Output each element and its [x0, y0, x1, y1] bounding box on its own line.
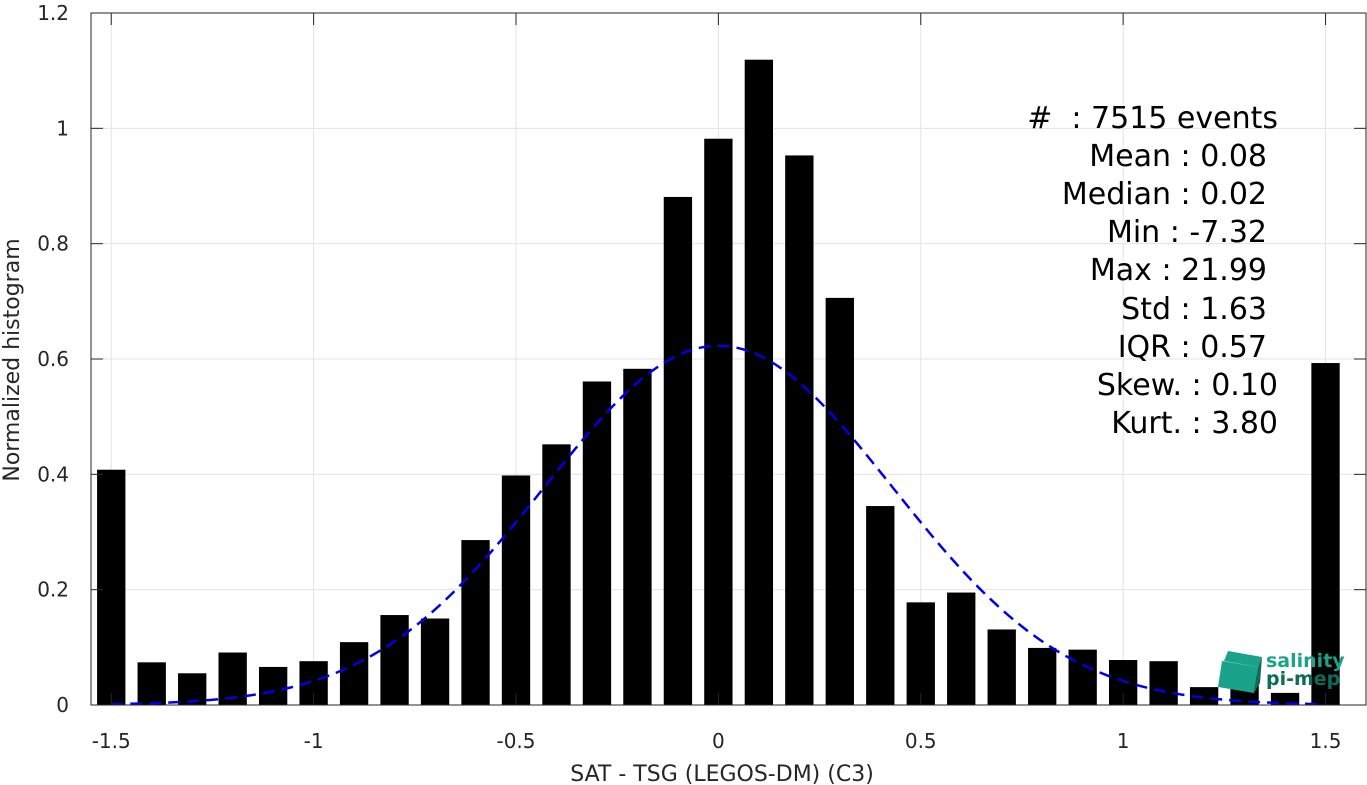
y-tick-label: 0 [56, 693, 69, 717]
histogram-bar [542, 444, 571, 705]
x-tick-label: -1.5 [92, 729, 131, 753]
stat-std: Std : 1.63 [1121, 292, 1267, 327]
stats-box: # : 7515 events Mean : 0.08 Median : 0.0… [1027, 101, 1278, 441]
x-tick-label: 1 [1117, 729, 1130, 753]
stat-median: Median : 0.02 [1062, 177, 1267, 212]
y-tick-label: 1 [56, 116, 69, 140]
histogram-bar [906, 602, 935, 705]
histogram-bar [258, 666, 288, 705]
histogram-bar [947, 592, 976, 705]
stat-max: Max : 21.99 [1090, 253, 1267, 288]
histogram-bar [420, 618, 450, 705]
y-axis-label: Normalized histogram [0, 238, 25, 481]
histogram-bar [704, 138, 733, 706]
bars-group [97, 59, 1340, 706]
x-tick-label: -1 [304, 729, 324, 753]
stat-events: # : 7515 events [1027, 101, 1278, 136]
histogram-bar [501, 475, 531, 705]
histogram-bar [137, 662, 166, 705]
x-tick-label: 0.5 [905, 729, 937, 753]
histogram-bar [1149, 661, 1178, 705]
y-tick-labels: 0 0.2 0.4 0.6 0.8 1 1.2 [37, 1, 69, 717]
histogram-bar [218, 652, 247, 705]
histogram-bar [825, 297, 854, 705]
histogram-bar [623, 368, 652, 705]
y-tick-label: 1.2 [37, 1, 69, 25]
y-tick-label: 0.8 [37, 232, 69, 256]
histogram-bar [97, 469, 126, 705]
gaussian-fit-curve [111, 344, 1326, 706]
histogram-bar [178, 673, 207, 705]
stat-min: Min : -7.32 [1107, 215, 1267, 250]
x-axis-label: SAT - TSG (LEGOS-DM) (C3) [570, 762, 874, 785]
logo-text-line1: salinity [1266, 650, 1345, 672]
histogram-bar [987, 629, 1016, 705]
histogram-bar [1311, 363, 1340, 705]
y-tick-label: 0.6 [37, 347, 69, 371]
histogram-bar [785, 155, 814, 706]
stat-iqr: IQR : 0.57 [1118, 330, 1267, 365]
x-tick-labels: -1.5 -1 -0.5 0 0.5 1 1.5 [92, 729, 1342, 753]
y-tick-label: 0.2 [37, 578, 69, 602]
logo-text-line2: pi-mep [1266, 668, 1340, 690]
x-tick-label: 1.5 [1310, 729, 1342, 753]
x-tick-label: -0.5 [496, 729, 535, 753]
logo-cube-icon [1218, 651, 1262, 693]
axes-frame [90, 12, 1367, 706]
histogram-bar [1189, 687, 1219, 705]
stat-mean: Mean : 0.08 [1089, 139, 1267, 174]
histogram-bar [744, 59, 774, 705]
y-tick-label: 0.4 [37, 462, 69, 486]
histogram-bar [461, 540, 490, 705]
stat-kurt: Kurt. : 3.80 [1111, 406, 1278, 441]
salinity-pimep-logo: salinity pi-mep [1218, 650, 1345, 693]
histogram-bar [1028, 647, 1057, 705]
histogram-bar [663, 196, 693, 705]
histogram-bar [582, 381, 612, 705]
histogram-bar [380, 615, 409, 705]
x-tick-label: 0 [712, 729, 725, 753]
histogram-bar [866, 506, 895, 705]
histogram-bar [339, 642, 369, 705]
stat-skew: Skew. : 0.10 [1097, 368, 1278, 403]
histogram-bar [1068, 649, 1097, 705]
